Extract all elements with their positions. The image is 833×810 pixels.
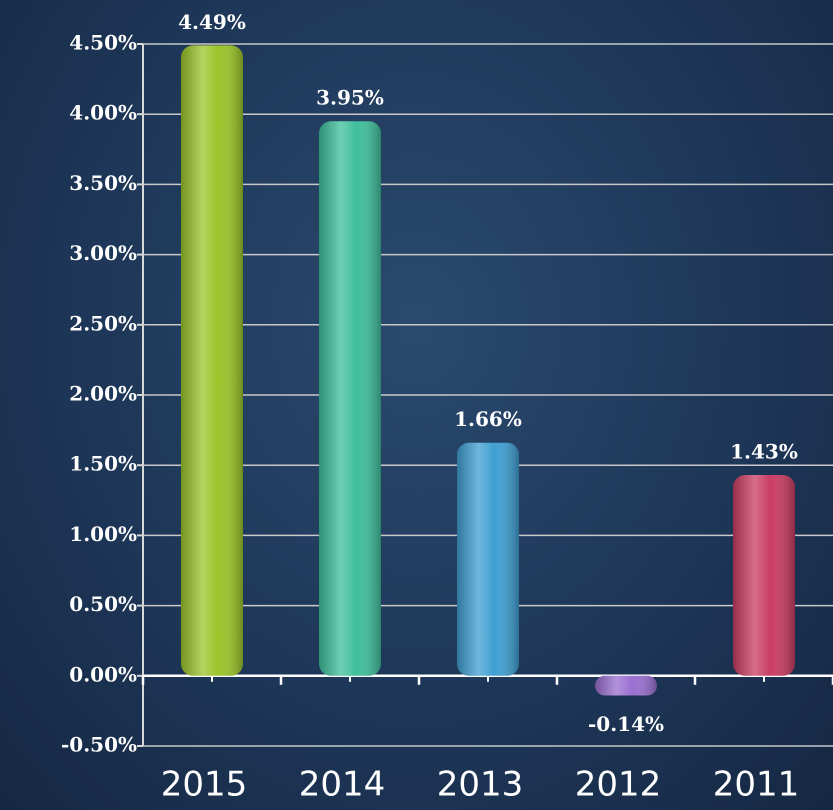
y-tick-label: 1.00% xyxy=(69,522,137,546)
y-tick-label: 1.50% xyxy=(69,452,137,476)
x-tick-label: 2014 xyxy=(299,765,386,805)
x-tick-label: 2012 xyxy=(575,765,662,805)
value-label: 4.49% xyxy=(178,10,246,34)
value-label: -0.14% xyxy=(588,712,664,736)
bar-shade xyxy=(457,442,519,676)
value-label: 1.43% xyxy=(730,440,798,464)
y-tick-label: 3.50% xyxy=(69,171,137,195)
y-tick-label: 3.00% xyxy=(69,241,137,265)
y-tick-label: -0.50% xyxy=(61,733,137,757)
y-tick-label: 0.00% xyxy=(69,662,137,686)
y-tick-label: 4.50% xyxy=(69,31,137,55)
y-tick-label: 4.00% xyxy=(69,101,137,125)
value-label: 1.66% xyxy=(454,407,522,431)
y-tick-label: 2.50% xyxy=(69,311,137,335)
x-tick-label: 2013 xyxy=(437,765,524,805)
y-tick-label: 2.00% xyxy=(69,382,137,406)
bar-shade xyxy=(181,45,243,676)
y-tick-label: 0.50% xyxy=(69,592,137,616)
bar-shade xyxy=(319,121,381,676)
bar-shade xyxy=(733,475,795,676)
value-label: 3.95% xyxy=(316,86,384,110)
bar-shade xyxy=(595,675,657,696)
x-tick-label: 2015 xyxy=(161,765,248,805)
x-tick-label: 2011 xyxy=(713,765,800,805)
